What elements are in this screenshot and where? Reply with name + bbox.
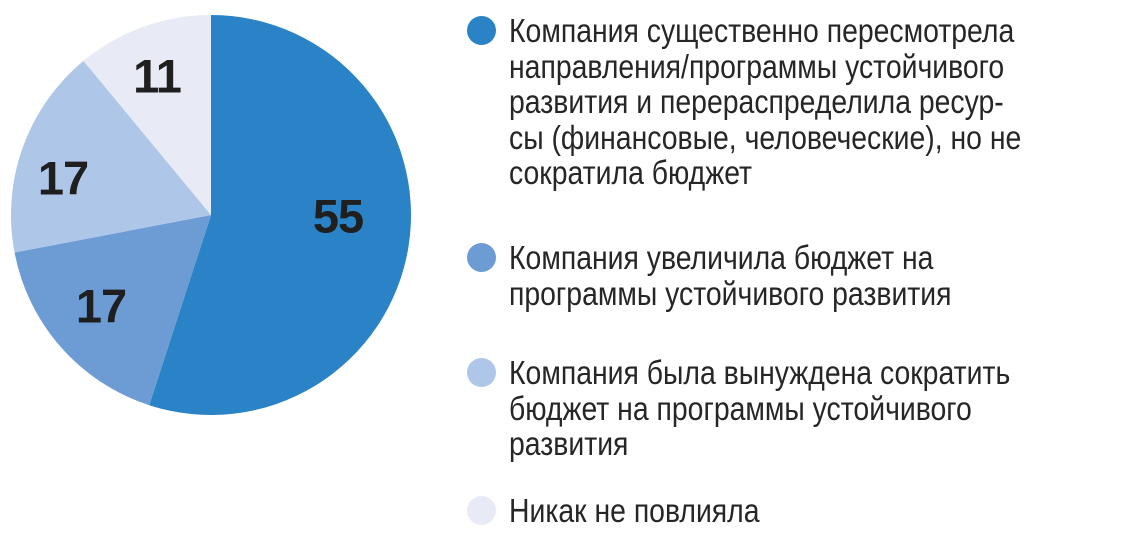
pie-slice-3 — [83, 15, 211, 215]
legend-bullet-icon — [467, 243, 496, 272]
legend-bullet-icon — [467, 16, 496, 45]
legend-item: Компания была вынуждена сократить бюджет… — [467, 355, 1129, 462]
pie-slice-1 — [14, 215, 212, 406]
legend-item: Компания существенно пересмотрела направ… — [467, 13, 1129, 191]
pie-slice-value-label: 55 — [312, 189, 364, 243]
legend-label: Компания была вынуждена сократить бюджет… — [509, 354, 1011, 462]
pie-slice-2 — [10, 60, 211, 253]
legend-label: Компания увеличила бюджет на программы у… — [509, 239, 952, 312]
pie-slice-0 — [149, 15, 412, 415]
legend-bullet-icon — [467, 496, 496, 525]
legend-item: Никак не повлияла — [467, 493, 1129, 529]
legend-label: Компания существенно пересмотрела направ… — [509, 12, 1022, 191]
pie-chart — [10, 15, 412, 415]
pie-slice-value-label: 17 — [75, 279, 127, 333]
legend-label: Никак не повлияла — [509, 492, 760, 529]
legend-item: Компания увеличила бюджет на программы у… — [467, 240, 1129, 311]
pie-slice-value-label: 11 — [133, 49, 182, 103]
pie-slice-value-label: 17 — [37, 151, 89, 205]
legend-bullet-icon — [467, 358, 496, 387]
